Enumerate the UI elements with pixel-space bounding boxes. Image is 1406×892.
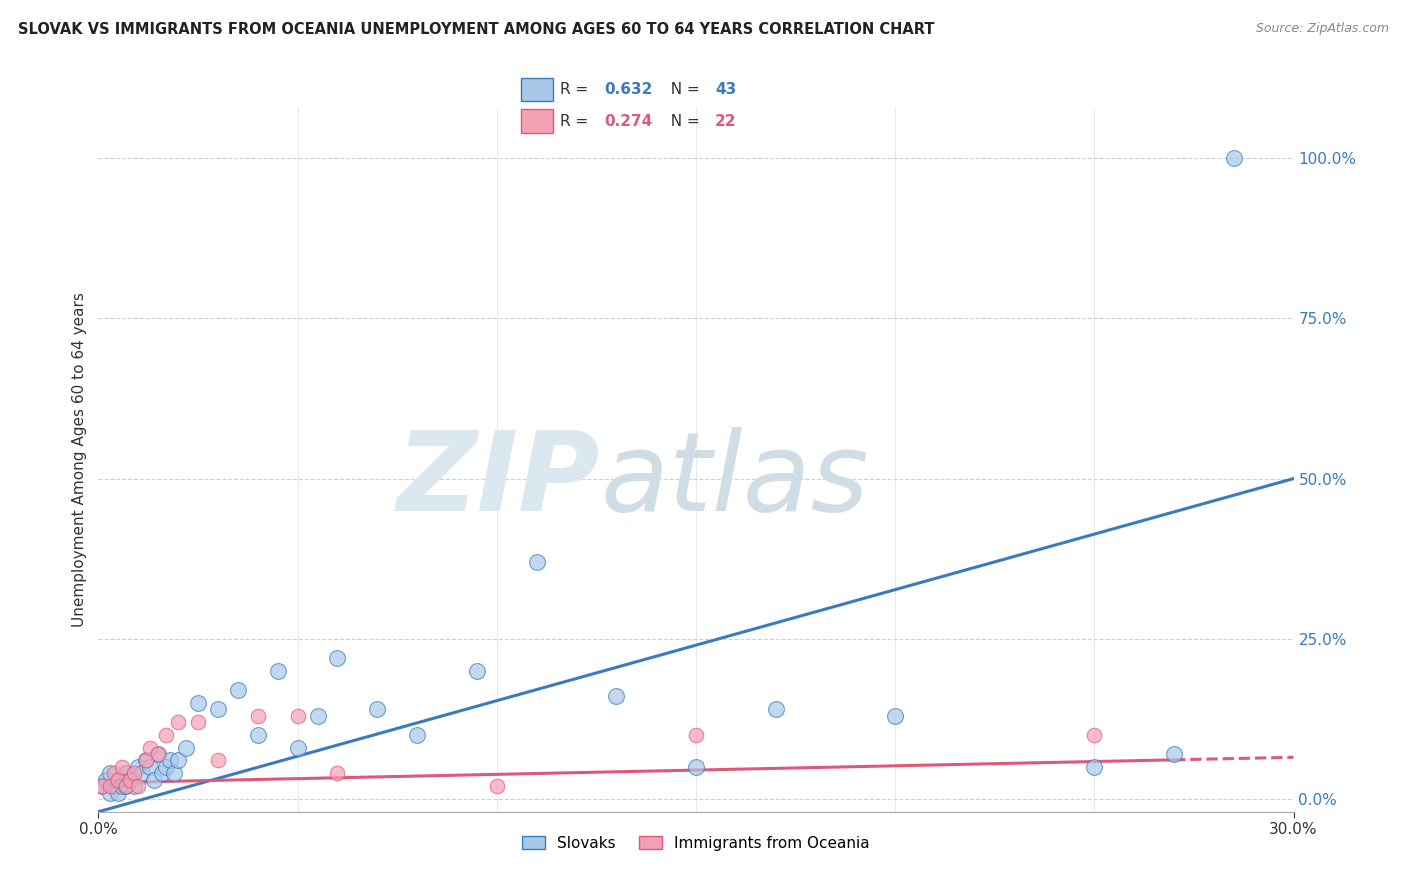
Point xyxy=(107,772,129,787)
Point xyxy=(135,754,157,768)
Point xyxy=(246,708,269,723)
Point xyxy=(526,555,548,569)
Point xyxy=(139,760,162,774)
Text: 43: 43 xyxy=(716,82,737,97)
Point xyxy=(148,747,170,761)
Point xyxy=(120,772,142,787)
Point xyxy=(163,766,186,780)
Point xyxy=(287,708,309,723)
Point xyxy=(103,766,125,780)
Point xyxy=(98,785,122,799)
Point xyxy=(103,779,125,793)
Point xyxy=(685,760,707,774)
Point xyxy=(207,754,229,768)
Point xyxy=(366,702,388,716)
Text: 0.274: 0.274 xyxy=(605,113,652,128)
Text: 0.632: 0.632 xyxy=(605,82,652,97)
Point xyxy=(167,754,190,768)
Y-axis label: Unemployment Among Ages 60 to 64 years: Unemployment Among Ages 60 to 64 years xyxy=(72,292,87,627)
Point xyxy=(98,779,122,793)
Point xyxy=(207,702,229,716)
Text: N =: N = xyxy=(661,113,704,128)
Point xyxy=(148,747,170,761)
Point xyxy=(159,754,181,768)
Point xyxy=(287,740,309,755)
Text: R =: R = xyxy=(560,82,593,97)
Point xyxy=(115,779,138,793)
Point xyxy=(127,779,149,793)
Point xyxy=(91,779,114,793)
Point xyxy=(111,779,134,793)
Point xyxy=(98,766,122,780)
Point xyxy=(124,779,146,793)
Point xyxy=(884,708,907,723)
Text: N =: N = xyxy=(661,82,704,97)
Point xyxy=(124,766,146,780)
Text: R =: R = xyxy=(560,113,593,128)
Point xyxy=(406,728,429,742)
Legend: Slovaks, Immigrants from Oceania: Slovaks, Immigrants from Oceania xyxy=(516,830,876,857)
Point xyxy=(187,714,209,729)
Point xyxy=(91,779,114,793)
Point xyxy=(326,766,349,780)
Point xyxy=(485,779,508,793)
Point xyxy=(150,766,173,780)
Point xyxy=(1083,760,1105,774)
FancyBboxPatch shape xyxy=(520,110,553,133)
Point xyxy=(267,664,290,678)
Point xyxy=(765,702,787,716)
Text: atlas: atlas xyxy=(600,427,869,534)
Point xyxy=(155,728,177,742)
Text: SLOVAK VS IMMIGRANTS FROM OCEANIA UNEMPLOYMENT AMONG AGES 60 TO 64 YEARS CORRELA: SLOVAK VS IMMIGRANTS FROM OCEANIA UNEMPL… xyxy=(18,22,935,37)
Point xyxy=(1223,151,1246,165)
Point xyxy=(107,785,129,799)
Point xyxy=(187,696,209,710)
Point xyxy=(174,740,197,755)
Text: 22: 22 xyxy=(716,113,737,128)
Point xyxy=(685,728,707,742)
Point xyxy=(1083,728,1105,742)
Point xyxy=(111,760,134,774)
Point xyxy=(131,766,153,780)
Point xyxy=(107,772,129,787)
Point xyxy=(307,708,329,723)
Point xyxy=(115,779,138,793)
Point xyxy=(120,772,142,787)
Point xyxy=(465,664,488,678)
Point xyxy=(96,772,118,787)
Point xyxy=(143,772,166,787)
Point xyxy=(115,766,138,780)
Point xyxy=(246,728,269,742)
FancyBboxPatch shape xyxy=(520,78,553,102)
Point xyxy=(127,760,149,774)
Point xyxy=(139,740,162,755)
Text: ZIP: ZIP xyxy=(396,427,600,534)
Point xyxy=(226,683,249,698)
Text: Source: ZipAtlas.com: Source: ZipAtlas.com xyxy=(1256,22,1389,36)
Point xyxy=(135,754,157,768)
Point xyxy=(1163,747,1185,761)
Point xyxy=(605,690,627,704)
Point xyxy=(167,714,190,729)
Point xyxy=(155,760,177,774)
Point xyxy=(326,651,349,665)
